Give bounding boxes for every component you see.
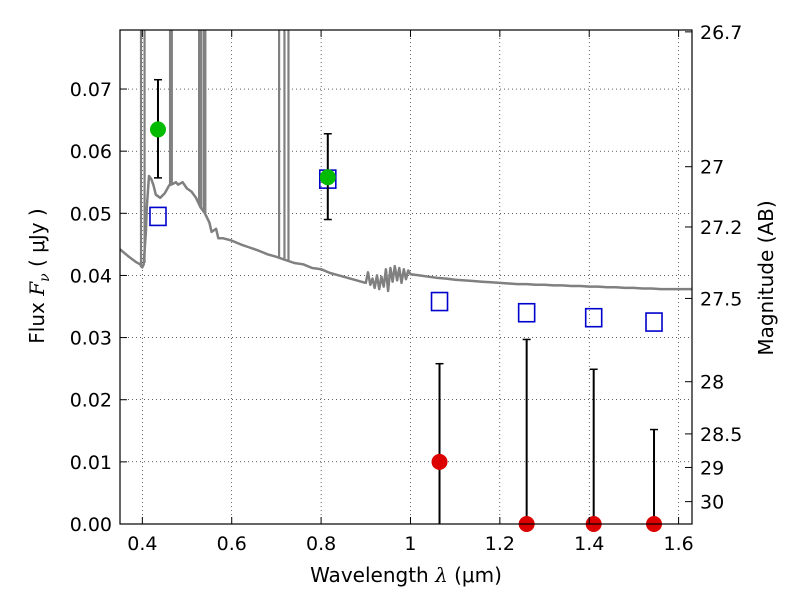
axis-ticks: 0.4 0.6 0.8 1 1.2 1.4 1.6 0.00 0.01 0.02 0.03 0.04 0… [70, 22, 743, 555]
y-tick-label: 0.07 [70, 79, 112, 101]
y-tick-label: 0.06 [70, 141, 112, 163]
right-tick-label: 29 [700, 457, 724, 479]
x-tick-label: 0.6 [217, 533, 247, 555]
right-tick-label: 30 [700, 492, 724, 514]
right-tick-label: 27 [700, 157, 724, 179]
model-flux-square [430, 291, 449, 312]
non-detection-point [431, 453, 448, 470]
model-flux-square [149, 206, 167, 227]
model-flux-square [645, 312, 663, 332]
detection-point [149, 121, 166, 138]
plot-frame [119, 29, 693, 525]
model-flux-square [584, 307, 603, 328]
y-tick-label: 0.02 [70, 390, 112, 412]
right-tick-label: 27.5 [700, 288, 742, 310]
x-tick-label: 1 [404, 533, 416, 555]
sed-model-curve [119, 30, 692, 293]
x-tick-label: 1.6 [663, 533, 693, 555]
right-tick-label: 28.5 [700, 424, 742, 446]
y-tick-label: 0.05 [70, 203, 112, 225]
x-tick-label: 0.8 [306, 533, 336, 555]
right-axis-label: Magnitude (AB) [754, 200, 778, 355]
data-points [149, 78, 663, 532]
right-tick-label: 28 [700, 372, 724, 394]
y-tick-label: 0.03 [70, 328, 112, 350]
model-flux-square [517, 302, 536, 323]
y-tick-label: 0.04 [70, 265, 112, 287]
y-axis-label: Flux Fν ( μJy ) [25, 208, 53, 343]
x-tick-label: 1.2 [485, 533, 515, 555]
right-tick-label: 27.2 [700, 217, 742, 239]
x-axis-label: Wavelength λ (μm) [310, 563, 502, 587]
detection-point [319, 169, 336, 186]
y-tick-label: 0.00 [70, 514, 112, 536]
x-tick-label: 1.4 [574, 533, 604, 555]
right-tick-label: 26.7 [700, 22, 742, 44]
y-tick-label: 0.01 [70, 452, 112, 474]
x-tick-label: 0.4 [127, 533, 157, 555]
